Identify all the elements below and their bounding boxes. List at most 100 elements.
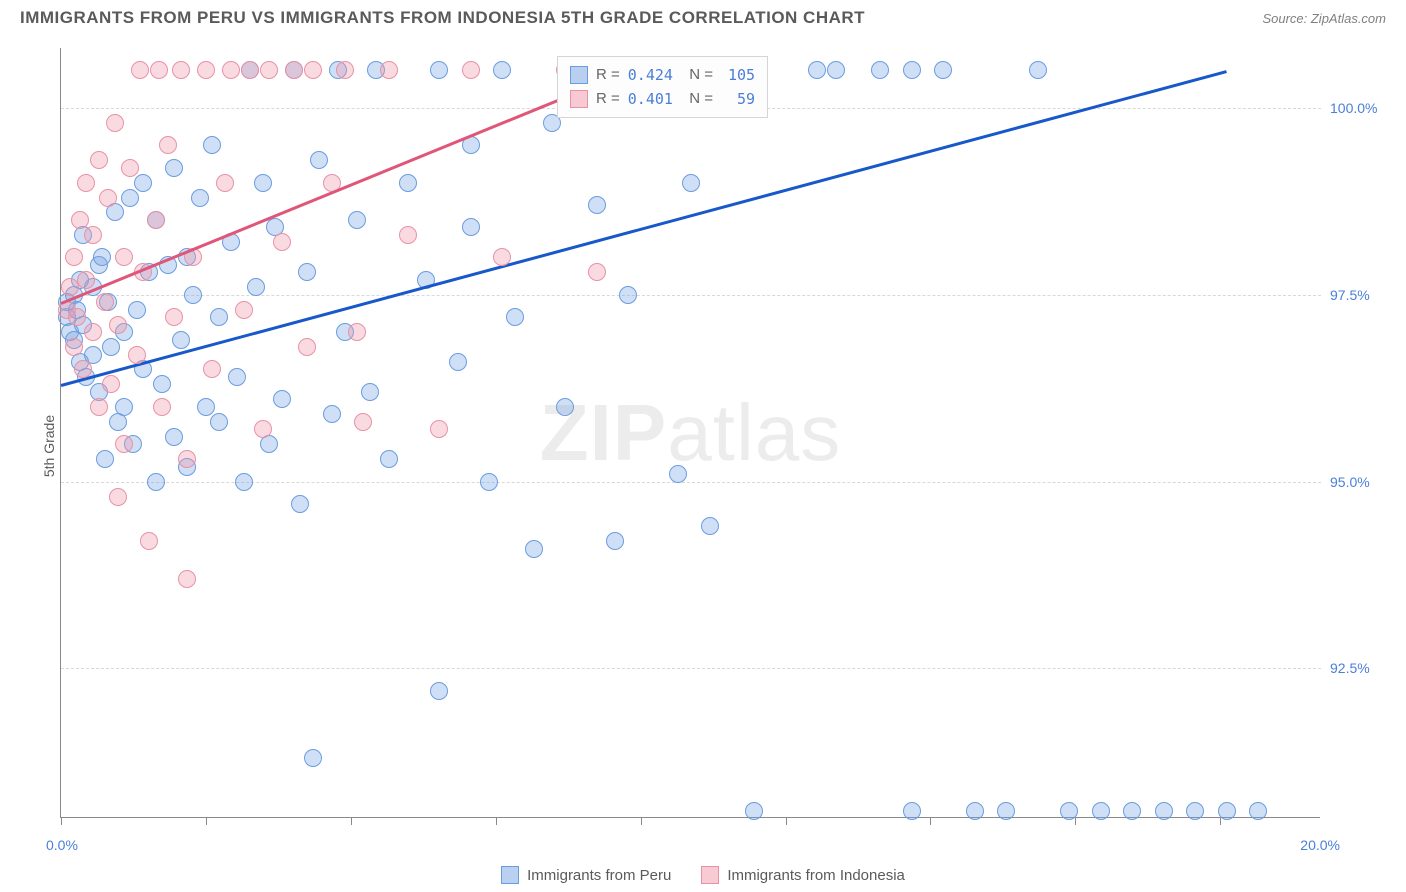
scatter-point: [90, 398, 108, 416]
scatter-point: [203, 136, 221, 154]
scatter-point: [323, 405, 341, 423]
scatter-point: [348, 211, 366, 229]
scatter-point: [65, 338, 83, 356]
stats-row: R =0.401 N =59: [570, 87, 755, 111]
scatter-point: [210, 308, 228, 326]
scatter-point: [1060, 802, 1078, 820]
scatter-point: [121, 189, 139, 207]
scatter-point: [74, 360, 92, 378]
scatter-point: [210, 413, 228, 431]
scatter-point: [273, 233, 291, 251]
stats-box: R =0.424 N =105R =0.401 N =59: [557, 56, 768, 118]
scatter-point: [96, 450, 114, 468]
scatter-point: [247, 278, 265, 296]
watermark: ZIPatlas: [540, 387, 841, 479]
scatter-point: [109, 316, 127, 334]
scatter-point: [493, 248, 511, 266]
legend-label: Immigrants from Peru: [527, 867, 671, 884]
scatter-point: [903, 802, 921, 820]
scatter-point: [871, 61, 889, 79]
scatter-point: [197, 398, 215, 416]
scatter-point: [150, 61, 168, 79]
scatter-point: [682, 174, 700, 192]
scatter-point: [254, 420, 272, 438]
scatter-point: [354, 413, 372, 431]
scatter-point: [84, 226, 102, 244]
scatter-point: [172, 331, 190, 349]
chart-title: IMMIGRANTS FROM PERU VS IMMIGRANTS FROM …: [20, 8, 865, 28]
scatter-point: [1155, 802, 1173, 820]
scatter-point: [90, 151, 108, 169]
source-label: Source:: [1262, 11, 1310, 26]
source-credit: Source: ZipAtlas.com: [1262, 11, 1386, 26]
scatter-point: [298, 263, 316, 281]
scatter-point: [462, 218, 480, 236]
scatter-point: [1092, 802, 1110, 820]
scatter-point: [191, 189, 209, 207]
title-bar: IMMIGRANTS FROM PERU VS IMMIGRANTS FROM …: [0, 0, 1406, 32]
legend: Immigrants from Peru Immigrants from Ind…: [0, 866, 1406, 884]
scatter-point: [96, 293, 114, 311]
gridline: [61, 295, 1321, 296]
scatter-point: [298, 338, 316, 356]
scatter-point: [1123, 802, 1141, 820]
scatter-point: [172, 61, 190, 79]
scatter-point: [241, 61, 259, 79]
scatter-point: [1029, 61, 1047, 79]
scatter-point: [93, 248, 111, 266]
xtick: [1075, 817, 1076, 825]
scatter-point: [178, 570, 196, 588]
scatter-point: [399, 174, 417, 192]
scatter-point: [134, 174, 152, 192]
scatter-point: [106, 114, 124, 132]
scatter-point: [65, 248, 83, 266]
scatter-point: [808, 61, 826, 79]
scatter-point: [556, 398, 574, 416]
scatter-point: [121, 159, 139, 177]
scatter-point: [109, 488, 127, 506]
scatter-point: [131, 61, 149, 79]
scatter-point: [525, 540, 543, 558]
scatter-point: [606, 532, 624, 550]
scatter-point: [235, 301, 253, 319]
scatter-point: [71, 211, 89, 229]
scatter-point: [361, 383, 379, 401]
scatter-point: [462, 61, 480, 79]
scatter-point: [480, 473, 498, 491]
swatch-icon: [570, 66, 588, 84]
xtick: [351, 817, 352, 825]
stat-r-label: R =: [596, 63, 620, 87]
gridline: [61, 668, 1321, 669]
stat-n-value: 59: [721, 87, 755, 111]
scatter-point: [203, 360, 221, 378]
scatter-point: [430, 420, 448, 438]
scatter-point: [934, 61, 952, 79]
swatch-icon: [701, 866, 719, 884]
scatter-point: [178, 450, 196, 468]
scatter-point: [77, 174, 95, 192]
scatter-point: [430, 61, 448, 79]
scatter-point: [506, 308, 524, 326]
scatter-point: [260, 61, 278, 79]
stats-row: R =0.424 N =105: [570, 63, 755, 87]
scatter-point: [102, 338, 120, 356]
plot-area: ZIPatlas 92.5%95.0%97.5%100.0%0.0%20.0%R…: [60, 48, 1320, 818]
scatter-point: [827, 61, 845, 79]
watermark-light: atlas: [667, 388, 841, 477]
scatter-point: [1218, 802, 1236, 820]
scatter-point: [197, 61, 215, 79]
scatter-point: [449, 353, 467, 371]
stat-r-value: 0.424: [628, 63, 673, 87]
scatter-point: [291, 495, 309, 513]
xtick: [930, 817, 931, 825]
xlabel-min: 0.0%: [46, 837, 78, 853]
scatter-point: [430, 682, 448, 700]
scatter-point: [304, 61, 322, 79]
legend-item-indonesia: Immigrants from Indonesia: [701, 866, 905, 884]
scatter-point: [235, 473, 253, 491]
scatter-point: [304, 749, 322, 767]
scatter-point: [966, 802, 984, 820]
scatter-point: [1249, 802, 1267, 820]
ytick-label: 92.5%: [1330, 660, 1390, 676]
ytick-label: 97.5%: [1330, 287, 1390, 303]
